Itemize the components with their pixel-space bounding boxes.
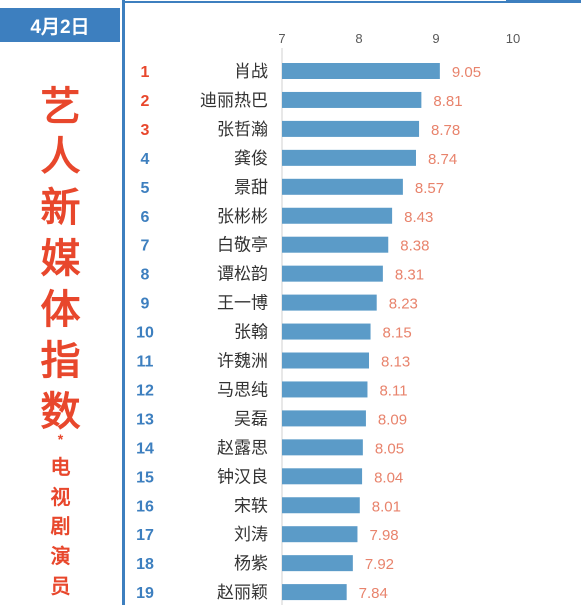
category-label: 马思纯: [217, 380, 268, 400]
x-tick-label: 7: [278, 31, 285, 46]
data-label: 8.15: [383, 325, 412, 342]
rank-label: 14: [136, 440, 154, 457]
x-tick-label: 9: [432, 31, 439, 46]
bar: [282, 381, 368, 398]
rank-label: 15: [136, 469, 154, 486]
category-label: 肖战: [234, 62, 268, 82]
rank-label: 4: [141, 151, 150, 168]
bar: [282, 207, 393, 224]
bar: [282, 91, 422, 108]
bar: [282, 468, 363, 485]
rank-label: 2: [141, 93, 150, 110]
data-label: 9.05: [452, 64, 481, 81]
rank-label: 9: [141, 296, 150, 313]
x-tick-label: 10: [506, 31, 520, 46]
bar: [282, 294, 377, 311]
category-label: 许魏洲: [217, 352, 268, 372]
data-label: 7.92: [365, 556, 394, 573]
x-tick-label: 8: [355, 31, 362, 46]
rank-label: 17: [136, 527, 154, 544]
bar: [282, 265, 383, 282]
date-badge: 4月2日: [0, 8, 120, 42]
rank-label: 6: [141, 209, 150, 226]
category-label: 王一博: [217, 294, 268, 314]
subtitle-char-1: 视: [50, 487, 71, 509]
data-label: 8.11: [379, 382, 407, 399]
category-label: 张彬彬: [217, 207, 268, 227]
category-label: 赵丽颖: [217, 583, 268, 603]
category-label: 吴磊: [234, 409, 268, 429]
rank-label: 10: [136, 325, 154, 342]
rank-label: 13: [136, 411, 154, 428]
category-label: 谭松韵: [217, 265, 268, 285]
bar: [282, 120, 420, 137]
title-char-5: 指: [40, 339, 81, 383]
bar: [282, 497, 360, 514]
data-label: 8.13: [381, 354, 410, 371]
title-char-1: 人: [40, 135, 81, 179]
category-label: 杨紫: [234, 554, 268, 574]
subtitle-char-4: 员: [50, 576, 71, 598]
title-separator: *: [57, 431, 64, 447]
data-label: 8.38: [400, 238, 429, 255]
bar: [282, 555, 353, 572]
rank-label: 18: [136, 556, 154, 573]
bar: [282, 439, 363, 456]
data-label: 8.81: [433, 93, 462, 110]
title-char-6: 数: [40, 390, 81, 434]
category-label: 张哲瀚: [217, 120, 268, 140]
data-label: 8.31: [395, 267, 424, 284]
rank-label: 16: [136, 498, 154, 515]
rank-label: 1: [141, 64, 150, 81]
data-label: 8.23: [389, 296, 418, 313]
subtitle-char-0: 电: [50, 457, 71, 479]
rank-label: 19: [136, 585, 154, 602]
rank-label: 5: [141, 180, 150, 197]
rank-label: 12: [136, 382, 154, 399]
rank-label: 7: [141, 238, 150, 255]
bar: [282, 149, 416, 166]
category-label: 龚俊: [234, 149, 268, 169]
data-label: 8.43: [404, 209, 433, 226]
top-border: [125, 1, 506, 3]
bar: [282, 584, 347, 601]
category-label: 白敬亭: [217, 236, 268, 256]
title-char-4: 体: [40, 288, 81, 332]
category-label: 景甜: [234, 178, 268, 198]
bar: [282, 63, 440, 79]
subtitle-char-2: 剧: [50, 516, 71, 538]
data-label: 8.09: [378, 411, 407, 428]
bar: [282, 410, 366, 427]
subtitle-char-3: 演: [50, 546, 71, 568]
title-char-3: 媒: [40, 237, 81, 281]
title-char-0: 艺: [40, 85, 81, 129]
rank-label: 8: [141, 267, 150, 284]
title-panel: 艺人新媒体指数 * 电视剧演员: [0, 42, 121, 605]
data-label: 8.57: [415, 180, 444, 197]
bar: [282, 178, 403, 195]
bar: [282, 323, 371, 340]
data-label: 8.05: [375, 440, 404, 457]
data-label: 8.01: [372, 498, 401, 515]
bar: [282, 526, 358, 543]
vertical-divider: [122, 0, 125, 605]
data-label: 8.74: [428, 151, 457, 168]
data-label: 7.84: [359, 585, 388, 602]
category-label: 张翰: [234, 323, 268, 343]
bar: [282, 352, 370, 369]
data-label: 8.04: [374, 469, 403, 486]
category-label: 钟汉良: [217, 467, 268, 487]
bar: [282, 236, 389, 253]
category-label: 迪丽热巴: [200, 91, 268, 111]
top-corner-bar: [506, 0, 581, 3]
category-label: 刘涛: [234, 525, 268, 545]
data-label: 7.98: [369, 527, 398, 544]
title-char-2: 新: [40, 186, 81, 230]
rank-label: 11: [137, 354, 154, 371]
category-label: 宋轶: [234, 496, 268, 516]
category-label: 赵露思: [217, 438, 268, 458]
data-label: 8.78: [431, 122, 460, 139]
rank-label: 3: [141, 122, 150, 139]
